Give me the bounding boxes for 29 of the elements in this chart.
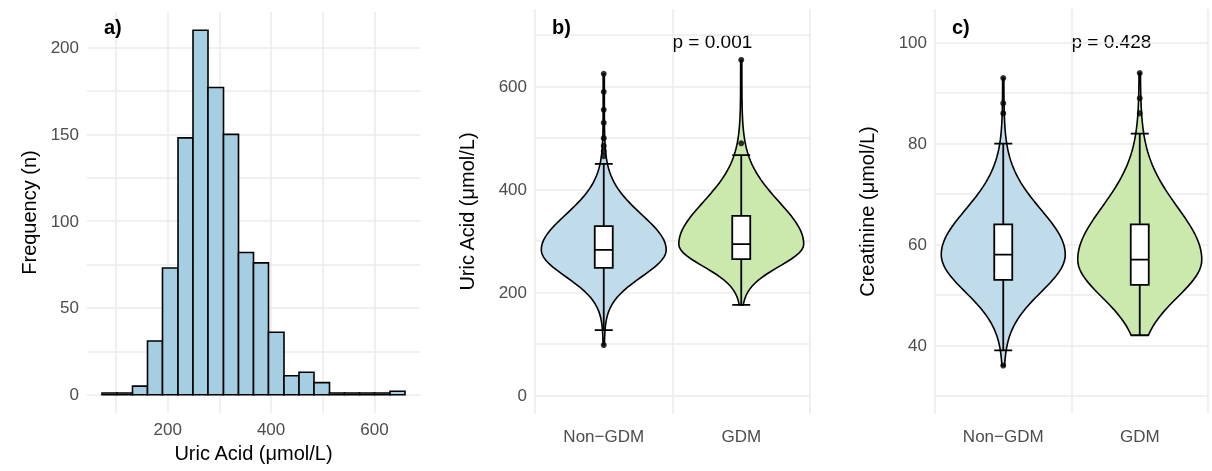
x-axis-title: Uric Acid (μmol/L) bbox=[174, 442, 333, 464]
x-tick-label: 200 bbox=[153, 420, 182, 439]
y-tick-label: 60 bbox=[908, 235, 927, 255]
y-tick-label: 50 bbox=[60, 298, 79, 318]
y-tick-label: 400 bbox=[498, 180, 527, 200]
x-tick-label: GDM bbox=[1119, 427, 1160, 446]
y-axis-title: Uric Acid (μmol/L) bbox=[456, 132, 478, 291]
y-tick-label: 0 bbox=[69, 385, 79, 405]
y-tick-label: 0 bbox=[517, 385, 527, 405]
y-tick-label: 200 bbox=[50, 38, 79, 58]
x-tick-label: 400 bbox=[256, 420, 286, 439]
x-tick-label: GDM bbox=[721, 427, 762, 446]
chart-title: b) bbox=[552, 16, 571, 38]
y-tick-label: 100 bbox=[50, 211, 79, 231]
y-tick-label: 600 bbox=[498, 77, 527, 97]
x-tick-label: 600 bbox=[360, 420, 389, 439]
chart-title: c) bbox=[952, 16, 970, 38]
y-tick-label: 80 bbox=[908, 134, 927, 154]
chart-title: a) bbox=[104, 16, 122, 38]
y-axis-title: Frequency (n) bbox=[18, 150, 40, 275]
annotation: p = 0.001 bbox=[672, 31, 753, 52]
y-tick-label: 200 bbox=[498, 283, 527, 303]
x-tick-label: Non−GDM bbox=[563, 427, 645, 446]
annotation: p = 0.428 bbox=[1071, 31, 1152, 52]
x-tick-label: Non−GDM bbox=[962, 427, 1044, 446]
y-tick-label: 100 bbox=[898, 33, 927, 53]
y-tick-label: 150 bbox=[50, 124, 79, 144]
y-tick-label: 40 bbox=[908, 335, 927, 355]
y-axis-title: Creatinine (μmol/L) bbox=[856, 126, 878, 297]
